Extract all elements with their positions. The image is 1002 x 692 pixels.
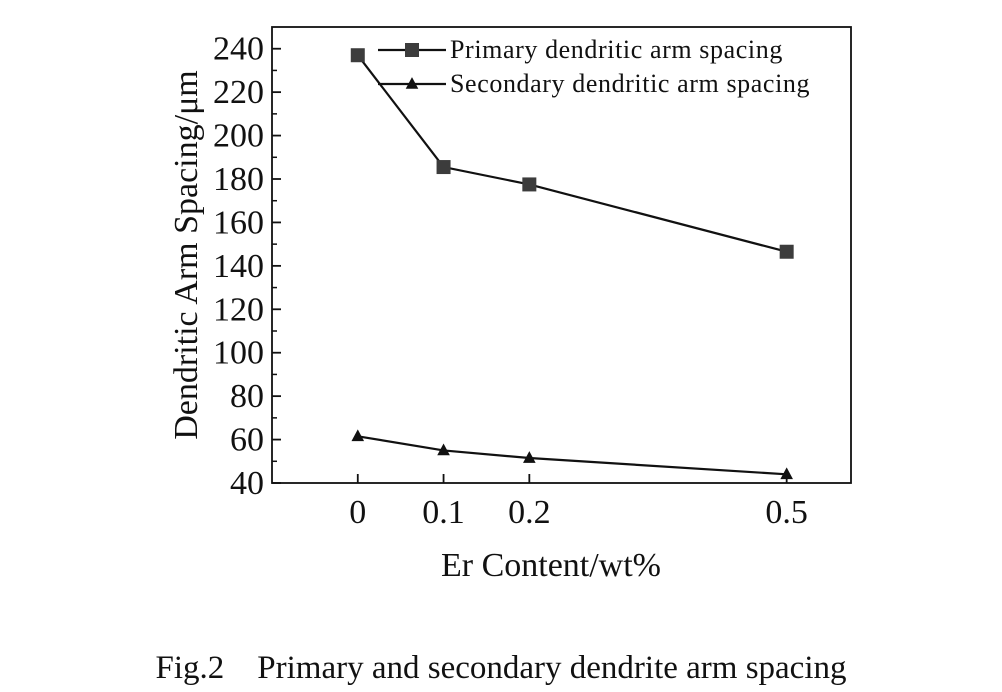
series-line [357,435,787,476]
legend: Primary dendritic arm spacing Secondary d… [378,35,810,98]
figure-caption: Fig.2 Primary and secondary dendrite arm… [0,648,1002,688]
y-tick-label: 40 [230,465,264,502]
series-1 [350,48,794,259]
data-point [522,177,537,192]
y-tick-label: 100 [213,335,264,372]
x-axis-label: Er Content/wt% [441,547,661,584]
x-tick-label: 0.1 [422,494,465,531]
data-point [779,244,794,259]
data-point [351,429,365,442]
y-axis: 40 60 80 100 120 140 160 180 200 220 240 [213,31,281,502]
y-tick-label: 140 [213,248,264,285]
y-tick-label: 180 [213,161,264,198]
x-tick-label: 0.2 [508,494,551,531]
y-tick-label: 160 [213,204,264,241]
line-chart: 40 60 80 100 120 140 160 180 200 220 240 0 0.1 0.2 0.… [168,26,852,584]
series-layer [350,48,794,480]
series-2 [351,429,793,480]
y-tick-label: 80 [230,378,264,415]
data-point [437,443,450,456]
data-point [523,451,536,463]
legend-marker [405,77,419,89]
y-tick-label: 120 [213,291,264,328]
legend-item: Primary dendritic arm spacing [378,35,783,64]
data-point [436,160,451,175]
y-tick-label: 240 [213,31,264,68]
x-axis: 0 0.1 0.2 0.5 [349,474,808,531]
x-tick-label: 0 [349,494,366,531]
plot-frame [271,26,852,484]
y-tick-label: 200 [213,118,264,155]
legend-label: Primary dendritic arm spacing [450,35,783,64]
legend-label: Secondary dendritic arm spacing [450,69,810,98]
series-line [356,54,787,253]
data-point [350,48,365,63]
chart-canvas: 40 60 80 100 120 140 160 180 200 220 240 0 0.1 0.2 0.… [168,26,852,584]
x-tick-label: 0.5 [765,494,808,531]
data-point [780,467,793,480]
y-tick-label: 220 [213,74,264,111]
legend-item: Secondary dendritic arm spacing [378,69,810,98]
legend-marker [405,43,419,57]
figure-number: Fig.2 [155,650,225,686]
caption-text: Primary and secondary dendrite arm spaci… [257,650,847,686]
y-axis-label: Dendritic Arm Spacing/μm [168,70,205,440]
y-tick-label: 60 [230,422,264,459]
